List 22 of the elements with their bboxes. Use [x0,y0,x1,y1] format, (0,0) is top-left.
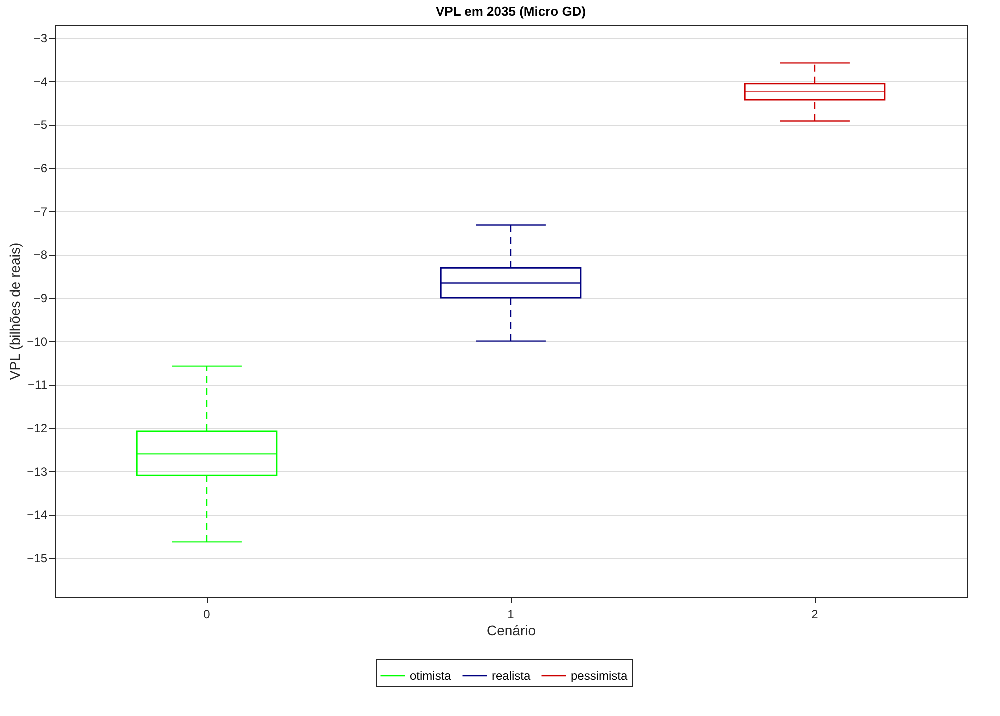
chart-title: VPL em 2035 (Micro GD) [436,4,586,19]
x-axis-title: Cenário [486,622,536,638]
legend-label: otimista [410,669,452,683]
legend-label: realista [492,669,532,683]
y-tick-label: −6 [34,162,48,176]
y-tick-label: −10 [27,334,48,349]
y-tick-label: −9 [34,292,48,306]
x-tick-label: 0 [204,608,211,622]
x-tick-label: 2 [812,608,819,622]
y-tick-label: −3 [34,32,48,46]
y-tick-label: −13 [27,464,48,479]
y-tick-label: −7 [34,204,48,219]
y-tick-label: −12 [27,422,48,436]
y-tick-label: −15 [27,552,48,566]
y-tick-label: −5 [34,118,48,132]
y-tick-label: −11 [28,378,48,392]
y-tick-label: −14 [27,508,48,522]
x-tick-label: 1 [508,608,515,622]
y-tick-label: −8 [34,248,48,262]
legend-label: pessimista [571,669,628,683]
y-tick-label: −4 [34,74,48,89]
y-axis-title: VPL (bilhões de reais) [7,242,24,380]
